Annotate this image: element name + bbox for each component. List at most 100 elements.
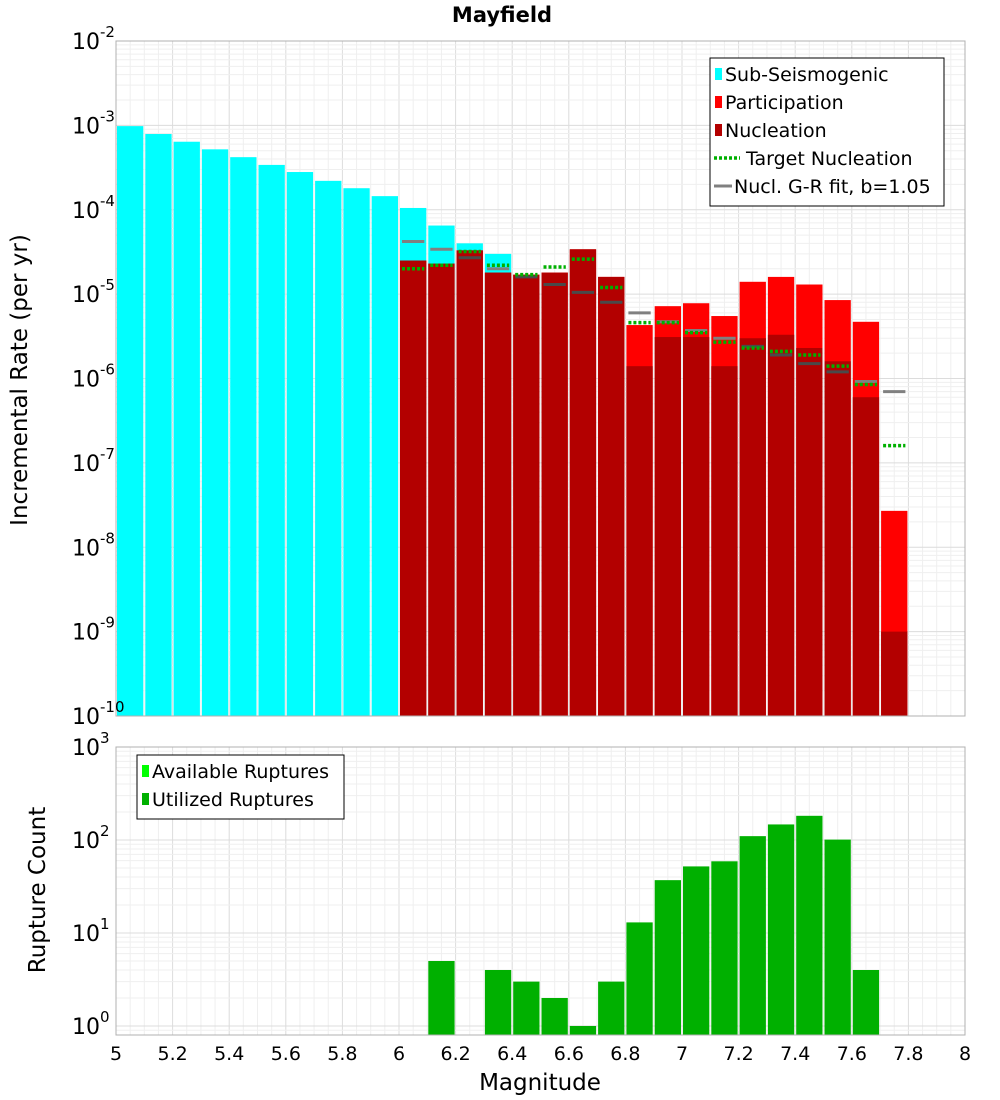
nucleation-bar (767, 334, 795, 716)
nucleation-bar (598, 276, 625, 716)
sub-seismogenic-bar (230, 157, 257, 717)
utilized-ruptures-bar (626, 922, 653, 1035)
legend-label: Nucleation (725, 120, 827, 142)
legend-label: Target Nucleation (745, 148, 913, 170)
utilized-ruptures-bar (654, 880, 681, 1035)
nucleation-bar (400, 260, 427, 716)
nucleation-bar (626, 366, 653, 716)
top-y-axis-title: Incremental Rate (per yr) (7, 234, 33, 526)
nucleation-bar (796, 347, 823, 716)
nucleation-bar (824, 361, 851, 716)
x-tick-label: 6.6 (554, 1043, 584, 1065)
legend: Sub-Seismogenic Participation Nucleation Ta… (709, 57, 945, 207)
sub-seismogenic-bar (173, 141, 200, 716)
y-tick-label: 100 (72, 1008, 110, 1040)
legend-label: Participation (725, 92, 844, 114)
utilized-ruptures-bar (796, 815, 823, 1035)
legend-swatch (715, 96, 722, 108)
sub-seismogenic-bar (201, 149, 229, 716)
bottom-plot-frame (115, 746, 966, 1036)
x-tick-label: 7.6 (837, 1043, 867, 1065)
utilized-ruptures-bar (569, 1025, 597, 1035)
utilized-ruptures-bar (739, 836, 766, 1035)
x-tick-label: 7.8 (893, 1043, 923, 1065)
utilized-ruptures-bar (428, 960, 455, 1035)
nucleation-bar (654, 337, 681, 716)
x-tick-label: 8 (959, 1043, 971, 1065)
grid-lines (115, 747, 966, 1036)
y-tick-label: 10-9 (72, 614, 115, 646)
legend-entry: Utilized Ruptures (142, 789, 314, 811)
x-tick-label: 7 (676, 1043, 688, 1065)
grid-lines (115, 41, 966, 717)
sub-seismogenic-bar (371, 196, 398, 716)
x-tick-label: 6.2 (440, 1043, 470, 1065)
nucleation-bar (683, 337, 710, 716)
legend-entry: Sub-Seismogenic (715, 64, 889, 86)
nucleation-bar (852, 397, 880, 716)
nucleation-bar (711, 366, 738, 716)
bottom-y-axis-title: Rupture Count (25, 807, 51, 973)
y-tick-label: 10-4 (72, 192, 115, 224)
nucleation-bar (881, 631, 908, 716)
x-tick-label: 6.8 (610, 1043, 640, 1065)
y-tick-label: 10-8 (72, 529, 115, 561)
legend-box (709, 57, 945, 207)
utilized-ruptures-bar (824, 839, 851, 1035)
legend-entry: Participation (715, 92, 844, 114)
x-tick-label: 5.6 (271, 1043, 301, 1065)
x-tick-label: 5 (110, 1043, 122, 1065)
x-tick-label: 6 (393, 1043, 405, 1065)
legend-label: Utilized Ruptures (152, 789, 314, 811)
top-plot-frame (115, 40, 966, 717)
sub-seismogenic-bar (343, 188, 370, 717)
legend-entry: Available Ruptures (142, 761, 329, 783)
sub-seismogenic-bar (286, 172, 314, 716)
utilized-ruptures-bar (598, 981, 625, 1035)
x-tick-label: 7.4 (780, 1043, 810, 1065)
legend-entry: Target Nucleation (714, 148, 913, 170)
legend-entry: Nucleation (715, 120, 827, 142)
sub-seismogenic-bar (117, 126, 144, 717)
nucleation-bar (484, 272, 512, 716)
utilized-ruptures-bar (513, 981, 540, 1035)
y-tick-label: 10-5 (72, 276, 115, 308)
nucleation-bar (569, 249, 597, 716)
legend-label: Sub-Seismogenic (725, 64, 889, 86)
x-tick-label: 5.4 (214, 1043, 244, 1065)
sub-seismogenic-bar (258, 164, 285, 716)
nucleation-bar (739, 338, 766, 716)
legend-swatch (715, 124, 722, 136)
x-tick-label: 5.8 (327, 1043, 357, 1065)
legend-label: Available Ruptures (152, 761, 329, 783)
x-tick-label: 5.2 (157, 1043, 187, 1065)
x-axis-title: Magnitude (479, 1070, 601, 1096)
y-tick-label: 10-3 (72, 107, 115, 139)
utilized-ruptures-bar (711, 861, 738, 1035)
utilized-ruptures-bar (541, 997, 568, 1035)
legend-swatch (142, 765, 149, 777)
x-tick-label: 6.4 (497, 1043, 527, 1065)
legend-box (136, 754, 345, 820)
sub-seismogenic-bar (315, 180, 342, 716)
legend: Available Ruptures Utilized Ruptures (136, 754, 345, 820)
y-tick-label: 10-10 (72, 698, 125, 730)
nucleation-bar (541, 272, 568, 716)
utilized-ruptures-bar (484, 969, 512, 1035)
y-tick-label: 103 (72, 729, 110, 761)
utilized-ruptures-bar (683, 866, 710, 1035)
y-tick-label: 101 (72, 915, 110, 947)
legend-entry: Nucl. G-R fit, b=1.05 (714, 176, 931, 198)
sub-seismogenic-bar (145, 134, 172, 717)
x-tick-label: 7.2 (723, 1043, 753, 1065)
nucleation-bar (513, 274, 540, 716)
y-tick-label: 10-7 (72, 445, 115, 477)
legend-swatch (142, 793, 149, 805)
utilized-ruptures-bar (767, 824, 795, 1035)
legend-label: Nucl. G-R fit, b=1.05 (734, 176, 931, 198)
y-tick-label: 102 (72, 822, 110, 854)
nucleation-bar (428, 263, 455, 716)
utilized-ruptures-bar (852, 969, 880, 1035)
